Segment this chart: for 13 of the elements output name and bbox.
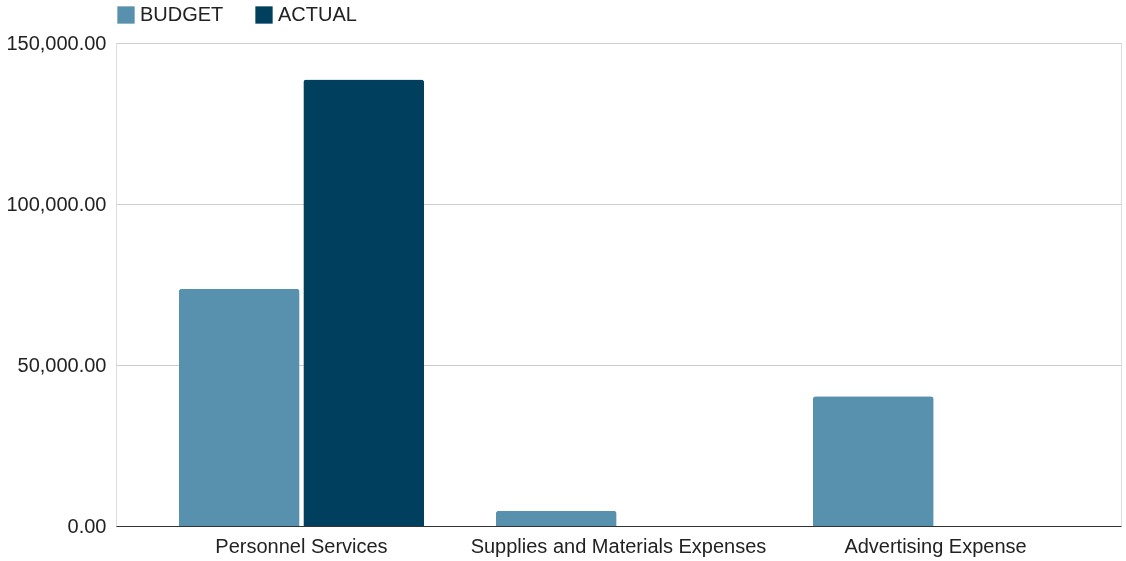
x-tick-label: Supplies and Materials Expenses — [470, 534, 767, 557]
legend-label: ACTUAL — [278, 3, 357, 25]
bar — [303, 79, 425, 526]
legend-label: BUDGET — [140, 3, 224, 25]
bar — [812, 396, 934, 526]
x-tick-label: Advertising Expense — [844, 534, 1027, 557]
y-tick-label: 0.00 — [67, 514, 107, 537]
y-tick-label: 50,000.00 — [17, 353, 107, 376]
bar — [178, 288, 300, 526]
y-tick-label: 150,000.00 — [6, 31, 107, 54]
x-tick-label: Personnel Services — [215, 534, 388, 557]
y-tick-label: 100,000.00 — [6, 192, 107, 215]
bar — [495, 510, 617, 526]
